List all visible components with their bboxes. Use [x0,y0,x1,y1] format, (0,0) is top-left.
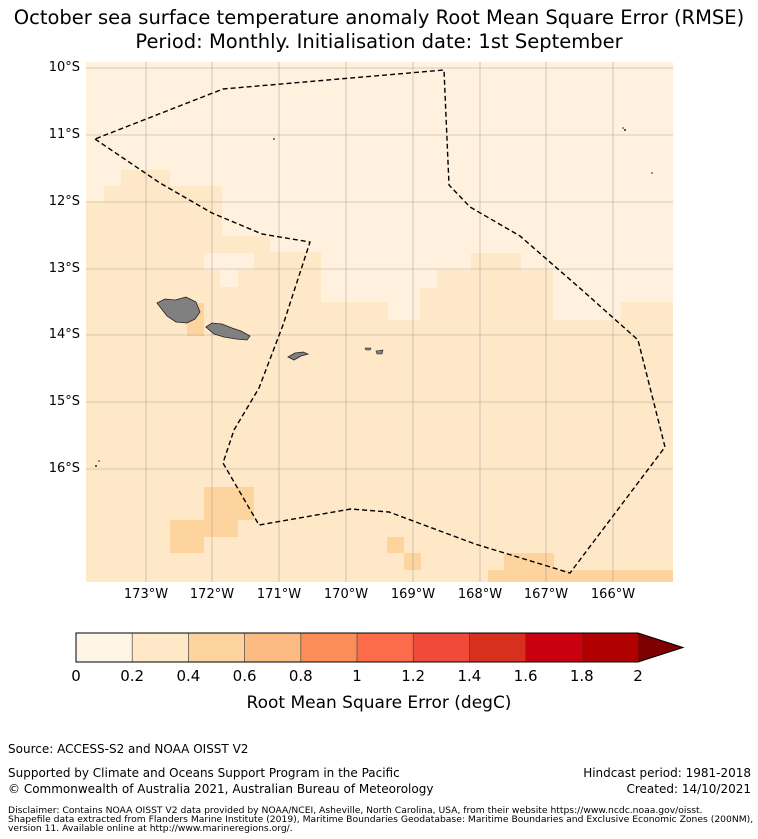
lat-label-11s: 11°S [48,127,80,142]
colorbar-extend-arrow [638,633,683,662]
lon-label-168w: 168°W [457,587,503,602]
lat-label-16s: 16°S [48,461,80,476]
support-text: Supported by Climate and Oceans Support … [8,766,400,780]
colorbar-tick: 2 [633,667,643,685]
lon-label-172w: 172°W [189,587,235,602]
lat-label-12s: 12°S [48,194,80,209]
disclaimer-line-3: version 11. Available online at http://w… [8,823,293,834]
disclaimer-line-1: Disclaimer: Contains NOAA OISST V2 data … [8,805,703,816]
colorbar-tick: 1 [352,667,362,685]
colorbar-segment [525,633,582,662]
islet [622,127,624,129]
lon-label-167w: 167°W [523,587,569,602]
colorbar-label: Root Mean Square Error (degC) [246,693,512,713]
source-text: Source: ACCESS-S2 and NOAA OISST V2 [8,742,249,756]
map-figure [75,62,685,663]
colorbar-tick: 0 [71,667,81,685]
colorbar-tick: 0.4 [176,667,201,685]
colorbar-tick: 1.4 [457,667,482,685]
lon-label-170w: 170°W [323,587,369,602]
colorbar [75,632,685,663]
rmse-region-0.4-0.6 [404,553,421,570]
map-title-line-1: October sea surface temperature anomaly … [13,6,745,29]
ofu-olosega-island [364,347,372,351]
lat-label-10s: 10°S [48,60,80,75]
rmse-region-0.4-0.6 [488,553,673,582]
rmse-field [86,62,673,582]
rmse-light-pocket [354,203,404,270]
colorbar-segment [357,633,414,662]
map-title-line-2: Period: Monthly. Initialisation date: 1s… [135,30,623,53]
colorbar-segment [188,633,245,662]
savaii-island [156,296,201,324]
colorbar-segment [413,633,470,662]
islet [98,460,100,462]
graticule [86,62,673,582]
lat-label-15s: 15°S [48,394,80,409]
manua-island [375,349,384,355]
eez-boundary-north [93,69,666,574]
islet [95,465,97,467]
tutuila-island [287,351,310,361]
colorbar-segment [581,633,638,662]
colorbar-segment [244,633,301,662]
islet [273,138,275,140]
lon-label-173w: 173°W [123,587,169,602]
lon-label-169w: 169°W [390,587,436,602]
copyright-text: © Commonwealth of Australia 2021, Austra… [8,782,434,796]
upolu-island [205,322,251,341]
colorbar-tick: 0.2 [120,667,145,685]
lon-label-171w: 171°W [256,587,302,602]
colorbar-tick: 1.2 [401,667,426,685]
colorbar-tick: 1.8 [569,667,594,685]
islet [624,129,626,131]
colorbar-outline [75,632,685,663]
lat-label-13s: 13°S [48,261,80,276]
colorbar-segment [469,633,526,662]
lon-label-166w: 166°W [590,587,636,602]
islet [651,172,653,174]
lat-label-14s: 14°S [48,327,80,342]
created-date: Created: 14/10/2021 [626,782,751,796]
hindcast-period: Hindcast period: 1981-2018 [583,766,751,780]
colorbar-segment [300,633,357,662]
colorbar-tick: 1.6 [513,667,538,685]
colorbar-tick: 0.8 [288,667,313,685]
colorbar-segment [76,633,133,662]
colorbar-segment [132,633,189,662]
disclaimer-line-2: Shapefile data extracted from Flanders M… [8,814,754,825]
rmse-region-0.4-0.6 [387,537,404,553]
colorbar-tick: 0.6 [232,667,257,685]
rmse-light-pocket [204,253,254,287]
